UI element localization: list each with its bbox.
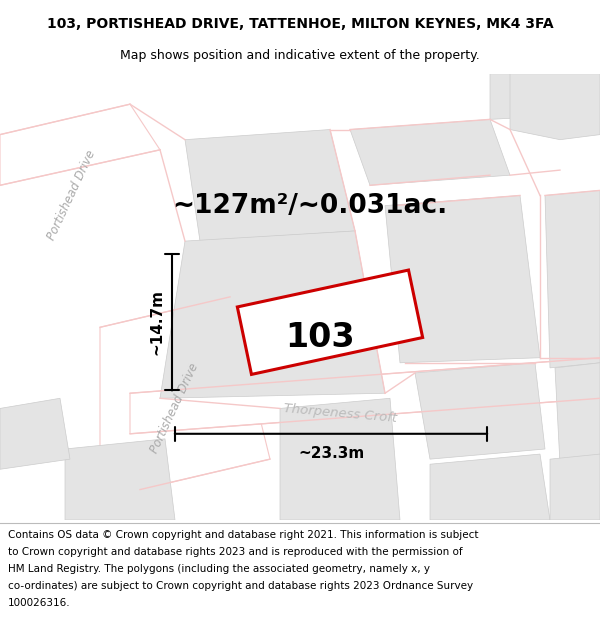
- Text: 103: 103: [285, 321, 355, 354]
- Text: 103, PORTISHEAD DRIVE, TATTENHOE, MILTON KEYNES, MK4 3FA: 103, PORTISHEAD DRIVE, TATTENHOE, MILTON…: [47, 17, 553, 31]
- Polygon shape: [555, 362, 600, 464]
- Polygon shape: [550, 454, 600, 520]
- Polygon shape: [510, 74, 600, 139]
- Text: ~127m²/~0.031ac.: ~127m²/~0.031ac.: [172, 192, 448, 219]
- Polygon shape: [130, 357, 600, 434]
- Polygon shape: [238, 270, 422, 374]
- Polygon shape: [100, 297, 270, 489]
- Text: 100026316.: 100026316.: [8, 598, 71, 608]
- Polygon shape: [350, 119, 510, 185]
- Polygon shape: [280, 398, 400, 520]
- Polygon shape: [415, 362, 545, 459]
- Text: HM Land Registry. The polygons (including the associated geometry, namely x, y: HM Land Registry. The polygons (includin…: [8, 564, 430, 574]
- Text: ~23.3m: ~23.3m: [298, 446, 364, 461]
- Polygon shape: [490, 74, 600, 119]
- Polygon shape: [185, 129, 355, 241]
- Polygon shape: [160, 231, 385, 398]
- Text: Portishead Drive: Portishead Drive: [148, 361, 202, 456]
- Text: to Crown copyright and database rights 2023 and is reproduced with the permissio: to Crown copyright and database rights 2…: [8, 547, 463, 557]
- Polygon shape: [385, 196, 540, 362]
- Text: Contains OS data © Crown copyright and database right 2021. This information is : Contains OS data © Crown copyright and d…: [8, 530, 479, 540]
- Polygon shape: [430, 454, 550, 520]
- Text: co-ordinates) are subject to Crown copyright and database rights 2023 Ordnance S: co-ordinates) are subject to Crown copyr…: [8, 581, 473, 591]
- Polygon shape: [0, 104, 160, 185]
- Text: Portishead Drive: Portishead Drive: [46, 148, 98, 242]
- Text: Map shows position and indicative extent of the property.: Map shows position and indicative extent…: [120, 49, 480, 62]
- Polygon shape: [545, 191, 600, 368]
- Text: ~14.7m: ~14.7m: [149, 289, 164, 355]
- Polygon shape: [65, 439, 175, 520]
- Text: Thorpeness Croft: Thorpeness Croft: [283, 402, 397, 425]
- Polygon shape: [0, 398, 70, 469]
